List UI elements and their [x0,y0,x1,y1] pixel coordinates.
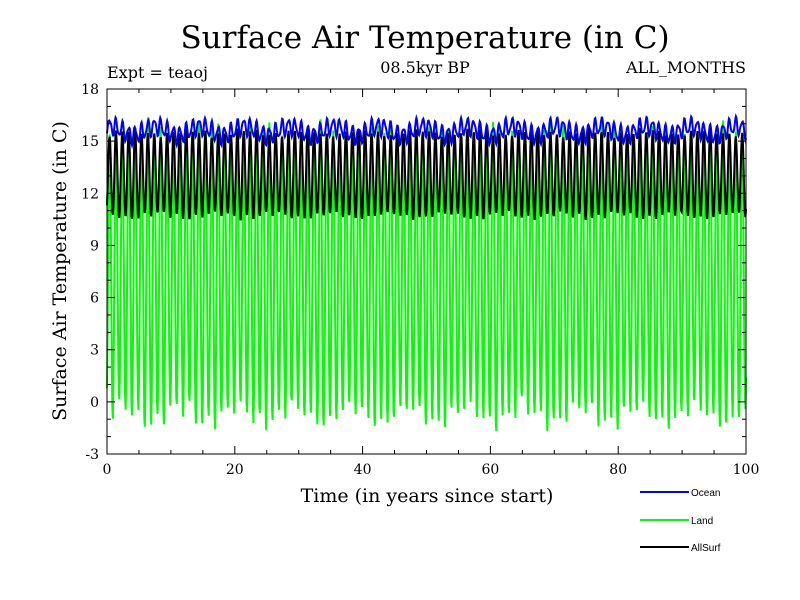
y-tick-label: -3 [85,447,99,463]
chart-title: Surface Air Temperature (in C) [180,20,669,56]
x-tick-label: 40 [354,462,372,478]
x-tick-label: 20 [226,462,244,478]
series-layer [106,112,747,432]
expt-label: Expt = teaoj [107,63,208,82]
x-tick-label: 100 [733,462,760,478]
plot-frame [106,88,747,455]
y-tick-label: 18 [81,82,99,98]
x-axis-label: Time (in years since start) [301,485,554,507]
x-tick-label: 80 [609,462,627,478]
series-line-allsurf [106,127,747,221]
chart-subtitle: 08.5kyr BP [380,58,470,77]
y-tick-label: 6 [90,291,99,307]
y-axis-label: Surface Air Temperature (in C) [49,121,71,421]
y-tick-label: 0 [90,395,99,411]
legend-label-allsurf: AllSurf [691,543,721,554]
series-line-land [106,117,747,432]
y-tick-label: 9 [90,238,99,254]
x-tick-label: 0 [103,462,112,478]
months-label: ALL_MONTHS [625,58,746,77]
series-line-ocean [106,112,747,150]
x-tick-label: 60 [481,462,499,478]
legend: Ocean Land AllSurf [640,488,721,554]
y-tick-label: 3 [90,343,99,359]
y-tick-label: 12 [81,186,99,202]
y-tick-label: 15 [81,134,99,150]
legend-label-ocean: Ocean [691,488,720,499]
legend-label-land: Land [691,516,713,527]
